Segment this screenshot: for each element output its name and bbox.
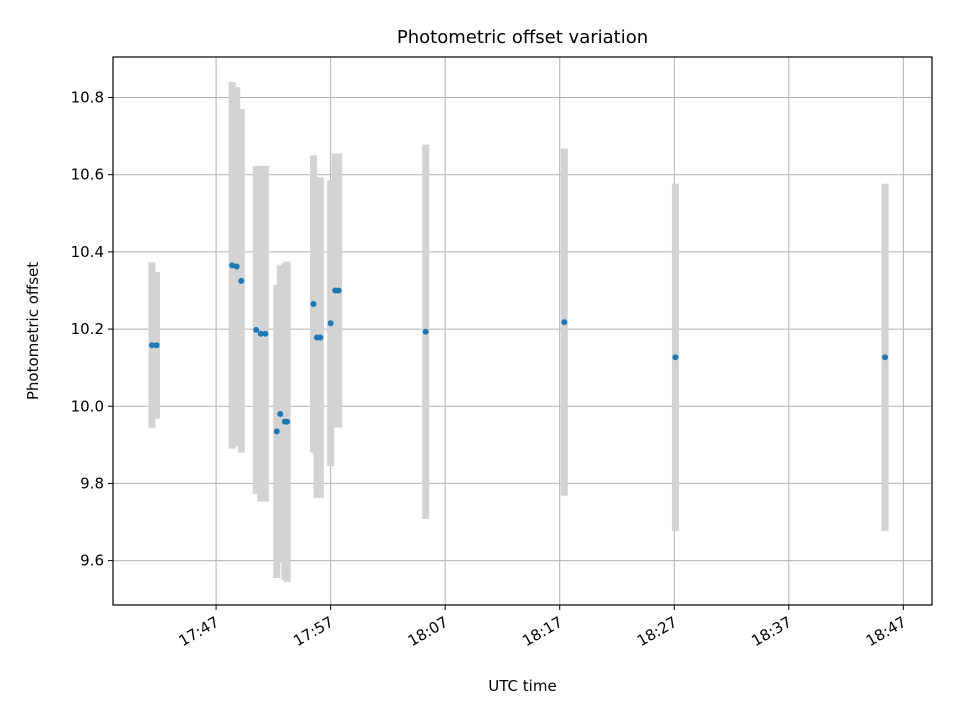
plot-frame [112,56,933,606]
x-tick-label: 17:57 [290,613,336,650]
data-point [277,410,284,417]
y-tick-label: 10.2 [71,320,104,338]
data-point [561,319,568,326]
data-point [153,342,160,349]
data-point [253,326,260,333]
data-point [882,354,889,361]
y-tick-label: 10.0 [71,397,104,415]
x-tick-label: 18:07 [405,613,451,650]
x-tick-label: 18:27 [634,613,680,650]
data-point [335,287,342,294]
data-point [273,428,280,435]
y-axis: 9.6 9.8 10.0 10.2 10.4 10.6 10.8 [71,89,113,570]
x-axis-label: UTC time [488,677,556,695]
data-point [284,418,291,425]
y-tick-label: 10.4 [71,243,104,261]
data-point [422,328,429,335]
data-point [233,263,240,270]
data-points [148,262,889,435]
data-point [672,354,679,361]
data-point [310,300,317,307]
data-point [317,334,324,341]
data-point [257,330,264,337]
data-point [327,320,334,327]
x-tick-label: 18:17 [519,613,565,650]
data-point [148,342,155,349]
y-tick-label: 10.8 [71,89,104,107]
y-tick-label: 9.6 [80,552,104,570]
data-point [262,330,269,337]
y-tick-label: 9.8 [80,474,104,492]
x-tick-label: 17:47 [176,613,222,650]
x-tick-label: 18:37 [748,613,794,650]
chart-title: Photometric offset variation [397,27,648,48]
data-point [229,262,236,269]
x-tick-label: 18:47 [863,613,909,650]
data-point [238,277,245,284]
y-tick-label: 10.6 [71,166,104,184]
y-axis-label: Photometric offset [24,262,42,400]
x-axis: 17:47 17:57 18:07 18:17 18:27 18:37 18:47 [176,605,909,650]
